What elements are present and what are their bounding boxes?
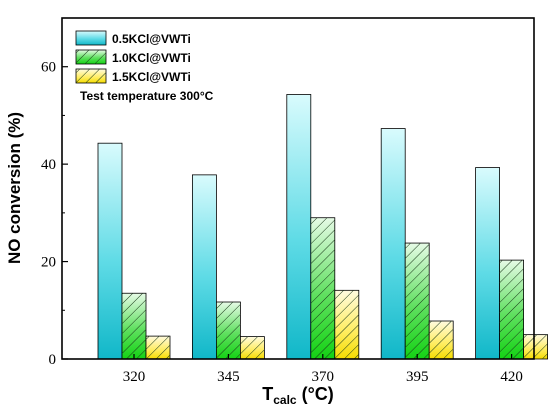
bar-0.5KCl@VWTi-320	[97, 142, 123, 360]
x-tick-label: 395	[406, 369, 429, 385]
x-tick-label: 420	[500, 369, 523, 385]
bar-0.5KCl@VWTi-420	[475, 167, 501, 360]
bar-hatch-1.5KCl@VWTi-370	[334, 290, 359, 359]
bar-hatch-1.5KCl@VWTi-320	[146, 336, 170, 359]
plot-frame	[61, 17, 535, 360]
legend-label-1.5KCl@VWTi: 1.5KCl@VWTi	[112, 70, 191, 84]
x-axis-title-unit: (°C)	[297, 384, 334, 404]
bar-hatch-1.5KCl@VWTi-395	[429, 321, 454, 359]
legend-label-0.5KCl@VWTi: 0.5KCl@VWTi	[112, 32, 191, 46]
y-tick-label: 20	[41, 255, 56, 271]
bar-hatch-1.5KCl@VWTi-420	[523, 334, 548, 359]
bar-hatch-1.0KCl@VWTi-370	[310, 217, 335, 359]
x-tick-label: 370	[312, 369, 335, 385]
bar-hatch-1.0KCl@VWTi-320	[122, 293, 146, 359]
y-tick-label: 60	[41, 60, 56, 76]
bar-0.5KCl@VWTi-395	[380, 128, 406, 360]
y-axis-title: NO conversion (%)	[5, 112, 24, 264]
x-axis-title-sub: calc	[273, 393, 297, 407]
legend-swatch-hatch-1.0KCl@VWTi	[76, 50, 106, 64]
test-temperature-annotation: Test temperature 300°C	[80, 89, 214, 103]
y-axis-ticks: 0 20 40 60	[41, 60, 68, 368]
y-tick-label: 40	[41, 157, 56, 173]
bar-hatch-1.5KCl@VWTi-345	[240, 336, 265, 359]
legend-swatch-0.5KCl@VWTi	[75, 30, 107, 46]
x-axis-title: Tcalc (°C)	[262, 384, 334, 407]
bar-hatch-1.0KCl@VWTi-395	[405, 243, 430, 359]
legend-swatch-hatch-1.5KCl@VWTi	[76, 69, 106, 83]
x-axis-title-main: T	[262, 384, 273, 404]
legend-label-1.0KCl@VWTi: 1.0KCl@VWTi	[112, 51, 191, 65]
x-axis-ticks: 320 345 370 395 420	[123, 354, 523, 385]
x-tick-label: 345	[217, 369, 240, 385]
x-tick-label: 320	[123, 369, 146, 385]
bar-hatch-1.0KCl@VWTi-345	[216, 302, 241, 359]
bar-0.5KCl@VWTi-345	[191, 174, 217, 360]
legend: 0.5KCl@VWTi 1.0KCl@VWTi 1.5KCl@VWTi	[75, 30, 191, 84]
y-tick-label: 0	[49, 352, 57, 368]
bar-hatch-1.0KCl@VWTi-420	[499, 260, 524, 359]
bars-group	[97, 94, 548, 360]
bar-0.5KCl@VWTi-370	[286, 94, 312, 360]
